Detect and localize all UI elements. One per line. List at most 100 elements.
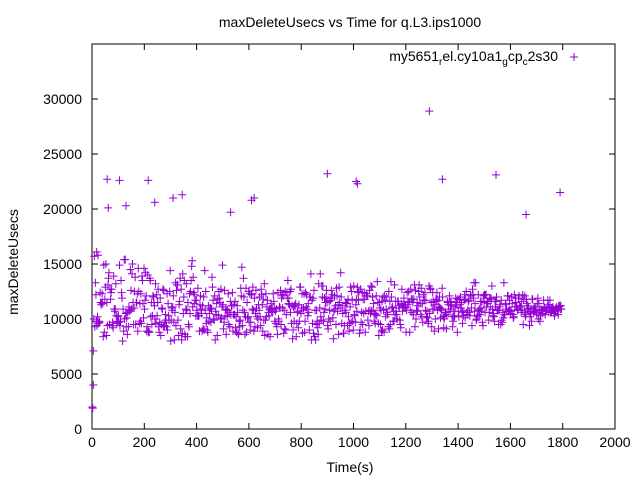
legend-label-part: r (439, 57, 443, 68)
legend-marker-symbol (570, 53, 578, 61)
data-point (88, 403, 97, 411)
data-point (425, 107, 434, 116)
data-points (88, 107, 566, 413)
data-point (315, 304, 324, 312)
data-point (323, 321, 332, 330)
legend-marker (570, 53, 578, 61)
data-point (447, 297, 456, 306)
data-point (106, 295, 115, 304)
data-point (449, 317, 458, 326)
data-point (202, 313, 211, 322)
data-point (369, 306, 378, 315)
x-tick-label: 2000 (599, 434, 630, 450)
data-point (310, 286, 319, 295)
data-point (150, 198, 159, 207)
data-point (95, 318, 104, 327)
data-point (141, 296, 150, 305)
data-point (199, 293, 208, 301)
data-point (456, 293, 465, 301)
data-point (265, 311, 274, 320)
y-tick-label: 10000 (43, 311, 82, 327)
data-point (115, 321, 124, 330)
data-point (318, 282, 327, 290)
data-point (384, 287, 393, 296)
data-point (351, 300, 360, 309)
data-point (124, 322, 133, 331)
y-tick-label: 25000 (43, 146, 82, 162)
data-point (199, 324, 208, 333)
data-point (465, 308, 474, 317)
data-point (381, 296, 390, 305)
data-point (156, 331, 165, 340)
data-point (116, 317, 125, 326)
data-point (151, 279, 160, 288)
data-point (409, 310, 418, 319)
data-point (248, 305, 257, 314)
data-point (308, 294, 317, 303)
data-point (438, 293, 447, 301)
data-point (522, 210, 531, 219)
data-point (554, 310, 563, 319)
data-point (374, 331, 383, 340)
data-point (298, 329, 307, 338)
data-point (98, 299, 107, 308)
data-point (357, 308, 366, 317)
data-point (390, 280, 399, 289)
data-point (411, 315, 420, 323)
data-point (121, 309, 130, 318)
data-point (213, 331, 222, 340)
data-point (497, 296, 506, 305)
data-point (205, 309, 214, 318)
data-point (525, 321, 534, 330)
data-point (183, 298, 192, 307)
data-point (179, 293, 188, 301)
data-point (104, 274, 113, 283)
data-point (556, 301, 565, 310)
data-point (465, 311, 474, 320)
data-point (121, 201, 130, 210)
data-point (418, 299, 427, 308)
data-point (287, 285, 296, 294)
data-point (247, 289, 256, 298)
data-point (219, 324, 228, 333)
data-point (236, 316, 245, 325)
data-point (482, 290, 491, 299)
y-tick-label: 0 (74, 421, 82, 437)
data-point (397, 285, 406, 294)
data-point (192, 296, 201, 305)
data-point (383, 310, 392, 319)
data-point (114, 318, 123, 327)
data-point (239, 274, 248, 283)
data-point (152, 290, 161, 299)
data-point (137, 319, 146, 328)
data-point (178, 190, 187, 199)
data-point (341, 308, 350, 317)
data-point (294, 323, 303, 332)
data-point (324, 324, 333, 333)
data-point (415, 280, 424, 289)
data-point (177, 285, 186, 294)
data-point (144, 327, 153, 336)
data-point (95, 317, 104, 326)
data-point (399, 294, 408, 303)
data-point (284, 294, 293, 303)
data-point (292, 332, 301, 341)
x-tick-label: 1800 (547, 434, 578, 450)
data-point (426, 285, 435, 294)
data-point (228, 288, 237, 297)
data-point (142, 291, 151, 300)
data-point (165, 287, 174, 296)
legend-label: my5651rel.cy10a1gcpc2s30 (389, 48, 558, 68)
data-point (429, 305, 438, 314)
data-point (187, 276, 196, 285)
data-point (471, 278, 480, 287)
data-point (392, 310, 401, 319)
data-point (147, 320, 156, 329)
data-point (289, 326, 298, 334)
data-point (478, 321, 487, 330)
data-point (238, 321, 247, 330)
data-point (169, 318, 178, 327)
data-point (138, 276, 147, 285)
data-point (180, 276, 189, 285)
data-point (221, 311, 230, 320)
